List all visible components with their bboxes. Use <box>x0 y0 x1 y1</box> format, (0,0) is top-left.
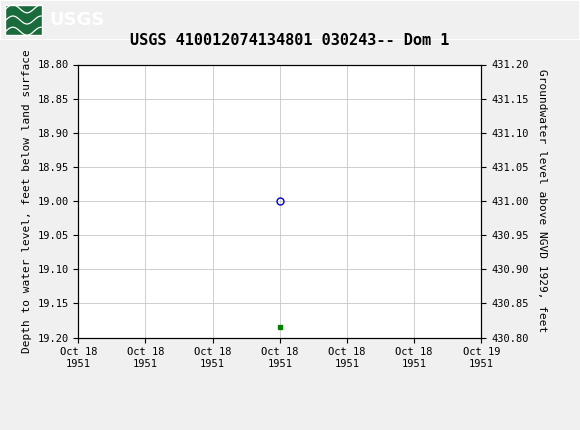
Y-axis label: Groundwater level above NGVD 1929, feet: Groundwater level above NGVD 1929, feet <box>537 69 547 333</box>
FancyBboxPatch shape <box>5 5 42 35</box>
Text: USGS 410012074134801 030243-- Dom 1: USGS 410012074134801 030243-- Dom 1 <box>130 34 450 48</box>
Y-axis label: Depth to water level, feet below land surface: Depth to water level, feet below land su… <box>22 49 32 353</box>
Text: USGS: USGS <box>49 11 104 29</box>
